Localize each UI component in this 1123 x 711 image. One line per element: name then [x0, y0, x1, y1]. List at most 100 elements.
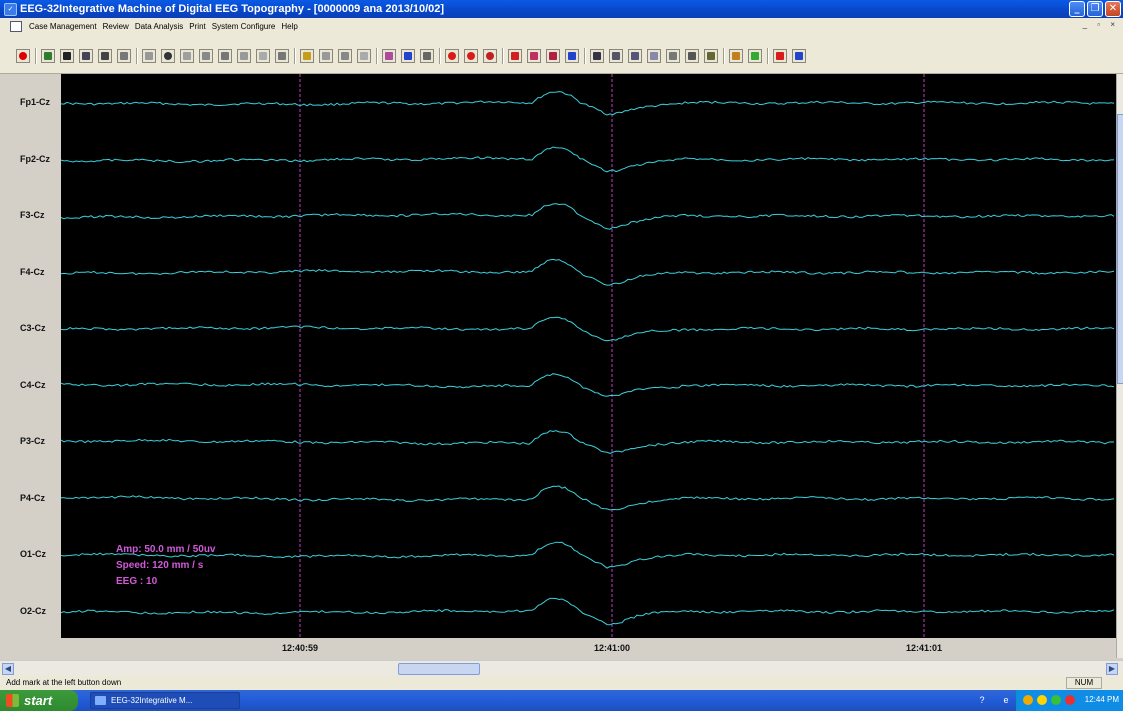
window-title: EEG-32Integrative Machine of Digital EEG… [20, 3, 445, 15]
speed-info: Speed: 120 mm / s [116, 560, 204, 571]
menu-case-management[interactable]: Case Management [29, 21, 97, 31]
channel-label: O1-Cz [20, 549, 47, 559]
clock: 12:44 PM [1084, 695, 1119, 704]
minimize-icon[interactable]: _ [1069, 1, 1085, 17]
status-message: Add mark at the left button down [6, 678, 122, 687]
taskbar: start EEG-32Integrative M... ? e 12:44 P… [0, 690, 1123, 711]
multi-wave-icon[interactable] [527, 49, 541, 63]
start-button[interactable]: start [0, 690, 78, 711]
toolbar-separator [723, 48, 725, 64]
shield-icon[interactable] [1037, 695, 1047, 705]
title-bar: ✓ EEG-32Integrative Machine of Digital E… [0, 0, 1123, 18]
table-icon[interactable] [338, 49, 352, 63]
horizontal-scrollbar[interactable]: ◀ ▶ [0, 660, 1123, 676]
channel-label: Fp2-Cz [20, 153, 50, 164]
arrows-icon[interactable] [401, 49, 415, 63]
toolbar-separator [767, 48, 769, 64]
select-icon[interactable] [300, 49, 314, 63]
eeg-trace [61, 258, 1115, 286]
num-lock-indicator: NUM [1066, 677, 1102, 689]
menu-bar: Case Management Review Data Analysis Pri… [0, 18, 1123, 34]
eeg-panel: Fp1-Cz Fp2-Cz F3-Cz F4-Cz C3-Cz C4-Cz P3-Cz P4-… [0, 74, 1123, 658]
mdi-controls[interactable]: _ ▫ × [1082, 20, 1119, 29]
eeg-plot[interactable]: Amp: 50.0 mm / 50uv Speed: 120 mm / s EE… [61, 74, 1116, 638]
marker-icon[interactable] [382, 49, 396, 63]
ruler-icon[interactable] [666, 49, 680, 63]
channel-label: O2-Cz [20, 605, 47, 616]
toolbar-separator [35, 48, 37, 64]
arrow-down-icon[interactable] [773, 49, 787, 63]
pie-icon[interactable] [483, 49, 497, 63]
menu-print[interactable]: Print [189, 21, 206, 31]
filter-icon[interactable] [792, 49, 806, 63]
app-icon [95, 696, 106, 705]
tools-icon[interactable] [729, 49, 743, 63]
bar-icon[interactable] [685, 49, 699, 63]
warning-icon[interactable] [1023, 695, 1033, 705]
amp-info: Amp: 50.0 mm / 50uv [116, 544, 216, 555]
menu-review[interactable]: Review [102, 21, 129, 31]
montage-icon[interactable] [41, 49, 55, 63]
record-icon[interactable] [16, 49, 30, 63]
help-icon[interactable]: ? [979, 695, 985, 705]
cross-wave-icon[interactable] [565, 49, 579, 63]
toolbar-separator [439, 48, 441, 64]
monitor-icon[interactable] [79, 49, 93, 63]
close-x-icon[interactable] [420, 49, 434, 63]
font-icon[interactable] [508, 49, 522, 63]
restore-icon[interactable]: ❐ [1087, 1, 1103, 17]
eeg-trace [61, 485, 1115, 511]
zoom-icon[interactable] [628, 49, 642, 63]
menu-data-analysis[interactable]: Data Analysis [134, 21, 184, 31]
bars-icon[interactable] [275, 49, 289, 63]
scroll-right-icon[interactable]: ▶ [1106, 663, 1118, 675]
zigzag-icon[interactable] [546, 49, 560, 63]
eeg-traces[interactable] [61, 74, 1116, 638]
stop-icon[interactable] [98, 49, 112, 63]
help-icon[interactable] [704, 49, 718, 63]
toolbar-separator [502, 48, 504, 64]
app-icon: ✓ [4, 2, 17, 16]
start-label: start [24, 693, 53, 708]
text-icon[interactable] [647, 49, 661, 63]
vertical-scrollbar[interactable] [1116, 74, 1123, 658]
chart-icon[interactable] [180, 49, 194, 63]
pause-icon[interactable] [117, 49, 131, 63]
compare-icon[interactable] [319, 49, 333, 63]
grid-icon[interactable] [199, 49, 213, 63]
channel-label: P3-Cz [20, 436, 46, 446]
head-icon[interactable] [237, 49, 251, 63]
menu-help[interactable]: Help [281, 21, 298, 31]
channel-label: F3-Cz [20, 210, 45, 220]
taskbar-item[interactable]: EEG-32Integrative M... [90, 692, 240, 709]
eeg-trace [61, 541, 1115, 569]
wave-icon[interactable] [142, 49, 156, 63]
system-tray: 12:44 PM [1016, 690, 1123, 711]
horizontal-scroll-thumb[interactable] [398, 663, 480, 675]
print-icon[interactable] [609, 49, 623, 63]
channel-label: C4-Cz [20, 379, 46, 390]
document-icon[interactable] [10, 20, 22, 32]
channel-labels: Fp1-Cz Fp2-Cz F3-Cz F4-Cz C3-Cz C4-Cz P3-Cz P4-… [0, 74, 61, 638]
play-icon[interactable] [60, 49, 74, 63]
menu-system-configure[interactable]: System Configure [211, 21, 276, 31]
eeg-trace [61, 316, 1115, 342]
eeg-trace [61, 203, 1115, 230]
network-icon[interactable]: e [1003, 695, 1009, 705]
close-icon[interactable]: ✕ [1105, 1, 1121, 17]
half-circle-icon[interactable] [464, 49, 478, 63]
channel-label: Fp1-Cz [20, 97, 50, 107]
save-icon[interactable] [590, 49, 604, 63]
security-icon[interactable] [1051, 695, 1061, 705]
dot-icon[interactable] [161, 49, 175, 63]
antivirus-icon[interactable] [1065, 695, 1075, 705]
scroll-left-icon[interactable]: ◀ [2, 663, 14, 675]
book-icon[interactable] [357, 49, 371, 63]
map-icon[interactable] [218, 49, 232, 63]
spectrum-icon[interactable] [256, 49, 270, 63]
red-circle-icon[interactable] [445, 49, 459, 63]
list-icon[interactable] [748, 49, 762, 63]
vertical-scroll-thumb[interactable] [1117, 114, 1123, 384]
taskbar-item-label: EEG-32Integrative M... [111, 696, 193, 705]
